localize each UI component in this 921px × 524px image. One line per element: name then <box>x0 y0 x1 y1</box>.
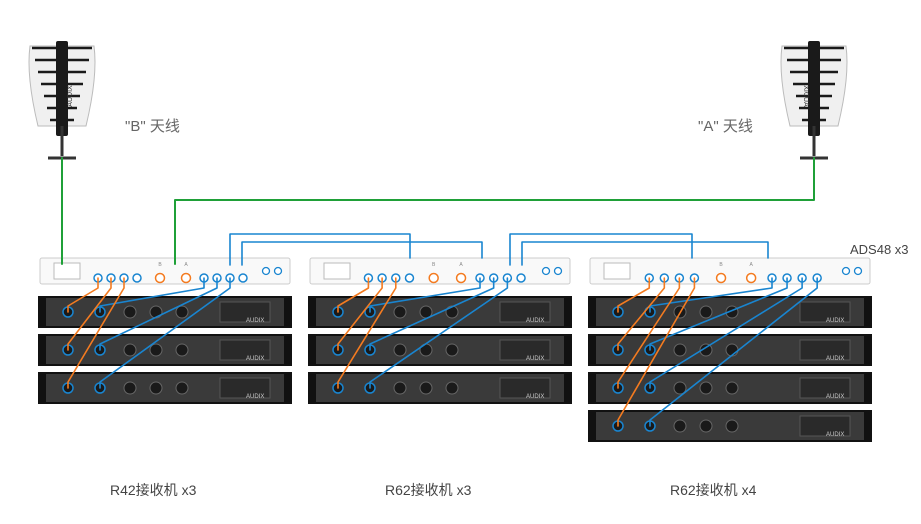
group1-label: R42接收机 x3 <box>110 480 196 500</box>
svg-text:AUDIX: AUDIX <box>826 356 844 362</box>
group3-label: R62接收机 x4 <box>670 480 756 500</box>
svg-text:AUDIX: AUDIX <box>246 318 264 324</box>
ads48-label: ADS48 x3 <box>850 242 909 257</box>
svg-text:AUDIX: AUDIX <box>526 356 544 362</box>
svg-text:AUDIX: AUDIX <box>526 318 544 324</box>
svg-text:AUDIX: AUDIX <box>246 394 264 400</box>
svg-text:AUDIX: AUDIX <box>802 85 809 107</box>
svg-text:AUDIX: AUDIX <box>826 432 844 438</box>
svg-text:AUDIX: AUDIX <box>826 394 844 400</box>
ads48-unit <box>590 258 870 284</box>
group2-label: R62接收机 x3 <box>385 480 471 500</box>
antenna-a-label: "A" 天线 <box>698 115 753 136</box>
svg-text:AUDIX: AUDIX <box>67 85 74 107</box>
svg-text:AUDIX: AUDIX <box>526 394 544 400</box>
antenna-b-label: "B" 天线 <box>125 115 180 136</box>
svg-text:AUDIX: AUDIX <box>826 318 844 324</box>
svg-text:AUDIX: AUDIX <box>246 356 264 362</box>
